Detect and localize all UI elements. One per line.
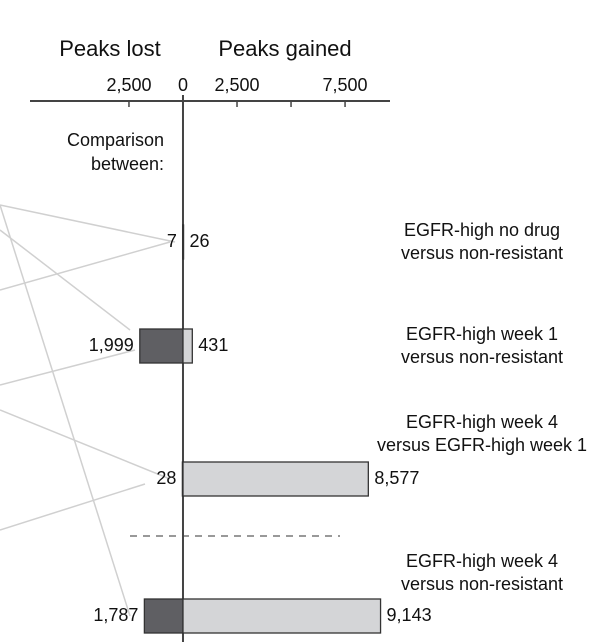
- x-tick-label: 2,500: [106, 75, 151, 95]
- right-heading: Peaks gained: [218, 36, 351, 61]
- bar: [182, 224, 185, 260]
- value-label: 9,143: [387, 605, 432, 625]
- left-heading: Peaks lost: [59, 36, 161, 61]
- x-tick-label: 7,500: [323, 75, 368, 95]
- bar: [139, 328, 184, 364]
- value-label: 431: [198, 335, 228, 355]
- value-label: 28: [156, 468, 176, 488]
- value-label: 1,999: [89, 335, 134, 355]
- category-label: EGFR-high week 4 versus EGFR-high week 1: [376, 412, 588, 455]
- bar: [182, 598, 382, 634]
- bar: [143, 598, 184, 634]
- bar: [182, 461, 369, 497]
- category-heading: Comparison between:: [66, 130, 164, 174]
- x-tick-label: 0: [178, 75, 188, 95]
- decorative-lines: [0, 204, 176, 617]
- category-label: EGFR-high week 4 versus non-resistant: [400, 551, 564, 594]
- value-label: 1,787: [93, 605, 138, 625]
- bar: [182, 328, 193, 364]
- value-label: 7: [167, 231, 177, 251]
- x-tick-label: 2,500: [214, 75, 259, 95]
- value-label: 26: [190, 231, 210, 251]
- category-label: EGFR-high week 1 versus non-resistant: [400, 324, 564, 367]
- category-label: EGFR-high no drug versus non-resistant: [400, 220, 564, 263]
- value-label: 8,577: [374, 468, 419, 488]
